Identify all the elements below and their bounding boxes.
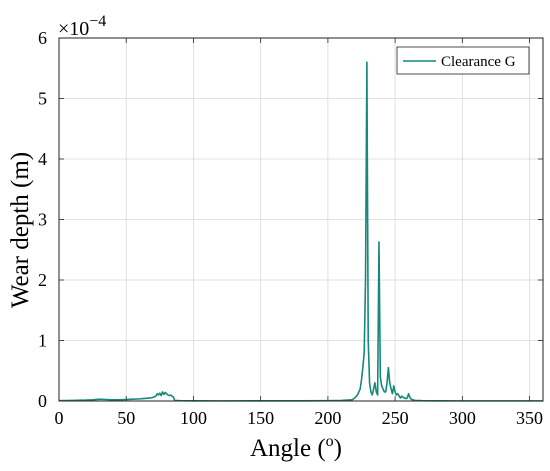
y-tick-label: 6 [38,28,47,48]
x-tick-label: 350 [516,408,543,428]
legend-label: Clearance G [441,54,516,70]
x-axis-label-main: Angle ( [250,435,326,462]
y-tick-label: 1 [38,331,47,351]
x-axis-label: Angle (o) [250,433,342,462]
x-tick-label: 100 [180,408,207,428]
series-layer [58,61,543,402]
y-tick-label: 4 [38,149,47,169]
x-tick-label: 150 [247,408,274,428]
series-line-0 [58,61,543,402]
x-axis-label-close: ) [334,435,342,462]
tick-labels: 0 50 100 150 200 250 300 350 0 1 2 3 4 5 6 [38,28,543,428]
y-multiplier-base: ×10 [58,18,89,40]
x-tick-label: 0 [55,408,64,428]
y-tick-label: 0 [38,391,47,411]
x-tick-label: 250 [382,408,409,428]
axis-ticks [58,37,543,402]
y-multiplier-exponent: −4 [89,13,106,30]
x-axis-label-degree: o [326,433,334,450]
x-tick-label: 200 [314,408,341,428]
legend: Clearance G [396,46,530,75]
y-axis-label: Wear depth (m) [7,152,34,308]
x-tick-label: 50 [117,408,135,428]
x-tick-label: 300 [449,408,476,428]
y-axis-multiplier: ×10−4 [58,13,106,40]
y-tick-label: 2 [38,270,47,290]
y-tick-label: 5 [38,89,47,109]
y-tick-label: 3 [38,210,47,230]
